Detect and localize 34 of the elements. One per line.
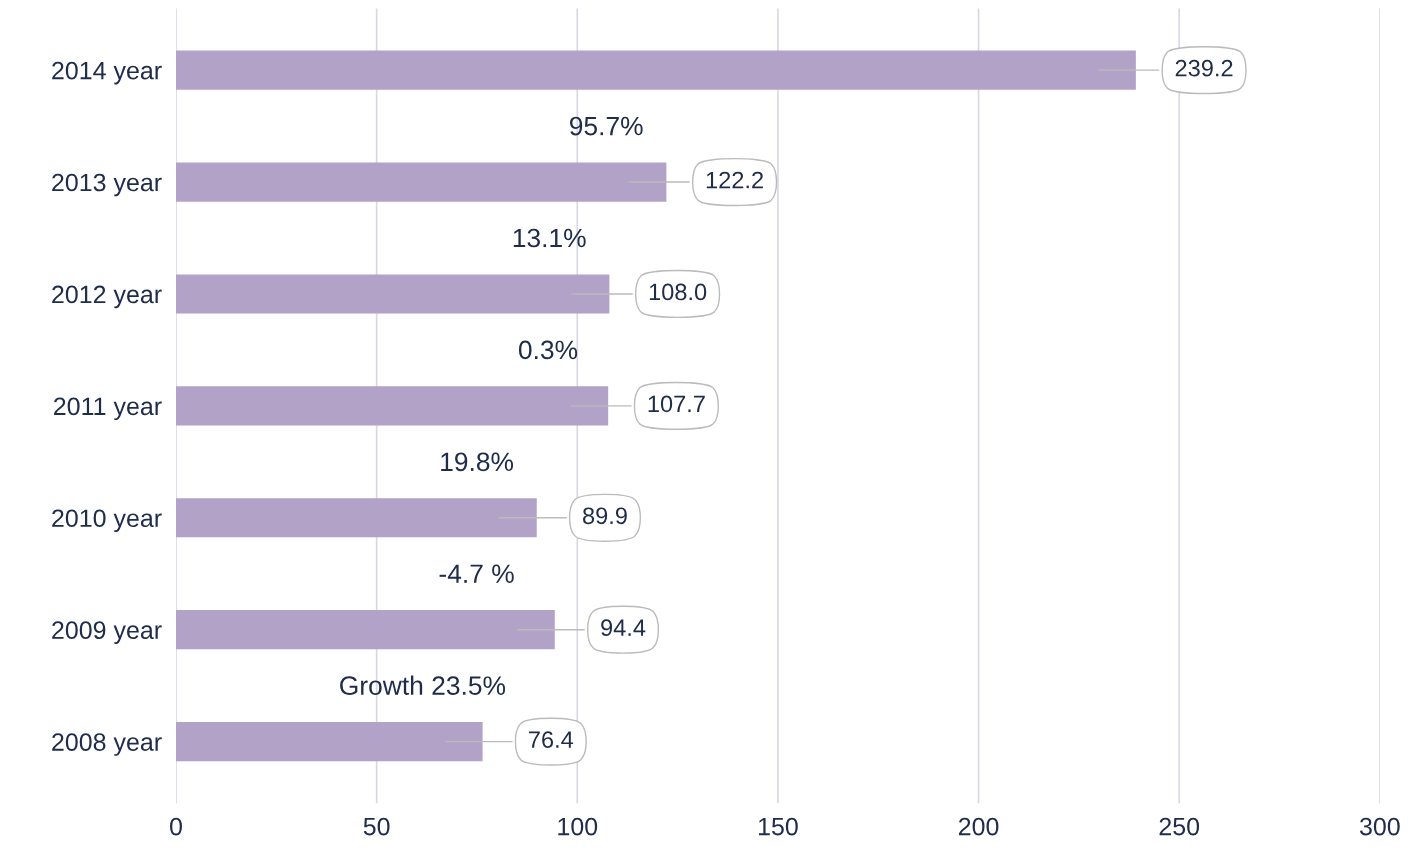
x-tick-label: 100 — [558, 817, 598, 836]
data-label: 122.2 — [706, 171, 763, 189]
annotation: 19.8% — [441, 452, 514, 472]
bar — [176, 386, 609, 426]
y-tick-label: 2009 year — [52, 621, 162, 644]
data-label: 94.4 — [601, 619, 646, 637]
x-tick-label: 300 — [1359, 817, 1400, 836]
annotation: 0.3% — [518, 340, 578, 360]
y-tick-label: 2012 year — [52, 285, 162, 309]
annotation: 95.7% — [570, 116, 643, 136]
bar — [176, 274, 610, 314]
x-tick-label: 50 — [363, 817, 390, 836]
data-label: 239.2 — [1175, 59, 1233, 77]
y-tick-label: 2010 year — [52, 509, 162, 533]
x-tick-label: 200 — [958, 817, 999, 836]
annotation: Growth 23.5% — [340, 675, 506, 695]
y-tick-label: 2013 year — [52, 173, 162, 197]
data-label: 107.7 — [648, 395, 705, 413]
annotation: 13.1% — [513, 228, 586, 248]
x-tick-label: 0 — [170, 817, 182, 836]
y-tick-label: 2008 year — [52, 733, 162, 756]
data-label: 108.0 — [649, 283, 707, 301]
x-tick-label: 250 — [1159, 817, 1200, 836]
data-label: 89.9 — [583, 507, 627, 525]
bar — [176, 498, 537, 538]
y-tick-label: 2014 year — [52, 61, 162, 85]
bar — [176, 50, 1136, 90]
annotation: -4.7 % — [439, 564, 514, 583]
x-tick-label: 150 — [758, 817, 798, 836]
y-tick-label: 2011 year — [54, 397, 162, 421]
data-label: 76.4 — [529, 731, 574, 748]
bar — [176, 162, 667, 202]
bar — [176, 610, 555, 650]
bar — [176, 722, 483, 762]
